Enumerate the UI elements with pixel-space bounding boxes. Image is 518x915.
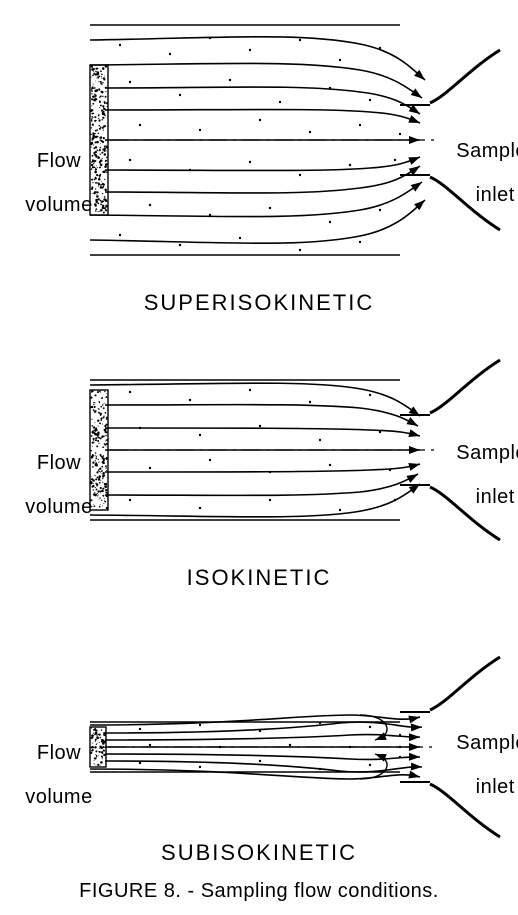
sampler-inlet-label-super: Sampler inlet — [432, 118, 518, 228]
flow-volume-label-super: Flow volume — [1, 128, 93, 238]
flow-volume-label-sub: Flow volume — [1, 720, 93, 830]
sampler-inlet-line2-sub: inlet — [476, 776, 515, 798]
panel-title-super: SUPERISOKINETIC — [0, 290, 518, 316]
figure-page: Flow volume Sampler inlet SUPERISOKINETI… — [0, 0, 518, 915]
flow-volume-line2-sub: volume — [25, 786, 92, 808]
sampler-inlet-line2-iso: inlet — [476, 486, 515, 508]
panel-title-sub: SUBISOKINETIC — [0, 840, 518, 866]
sampler-inlet-label-sub: Sampler inlet — [432, 710, 518, 820]
sampler-inlet-line1-iso: Sampler — [456, 442, 518, 464]
sampler-inlet-line2: inlet — [476, 184, 515, 206]
flow-volume-line1-iso: Flow — [37, 452, 81, 474]
figure-caption: FIGURE 8. - Sampling flow conditions. — [0, 880, 518, 903]
flow-volume-line1-sub: Flow — [37, 742, 81, 764]
flow-volume-line2: volume — [25, 194, 92, 216]
flow-volume-line1: Flow — [37, 150, 81, 172]
sampler-inlet-label-iso: Sampler inlet — [432, 420, 518, 530]
flow-volume-line2-iso: volume — [25, 496, 92, 518]
sampler-inlet-line1-sub: Sampler — [456, 732, 518, 754]
sampler-inlet-line1: Sampler — [456, 140, 518, 162]
panel-title-iso: ISOKINETIC — [0, 565, 518, 591]
flow-volume-label-iso: Flow volume — [1, 430, 93, 540]
